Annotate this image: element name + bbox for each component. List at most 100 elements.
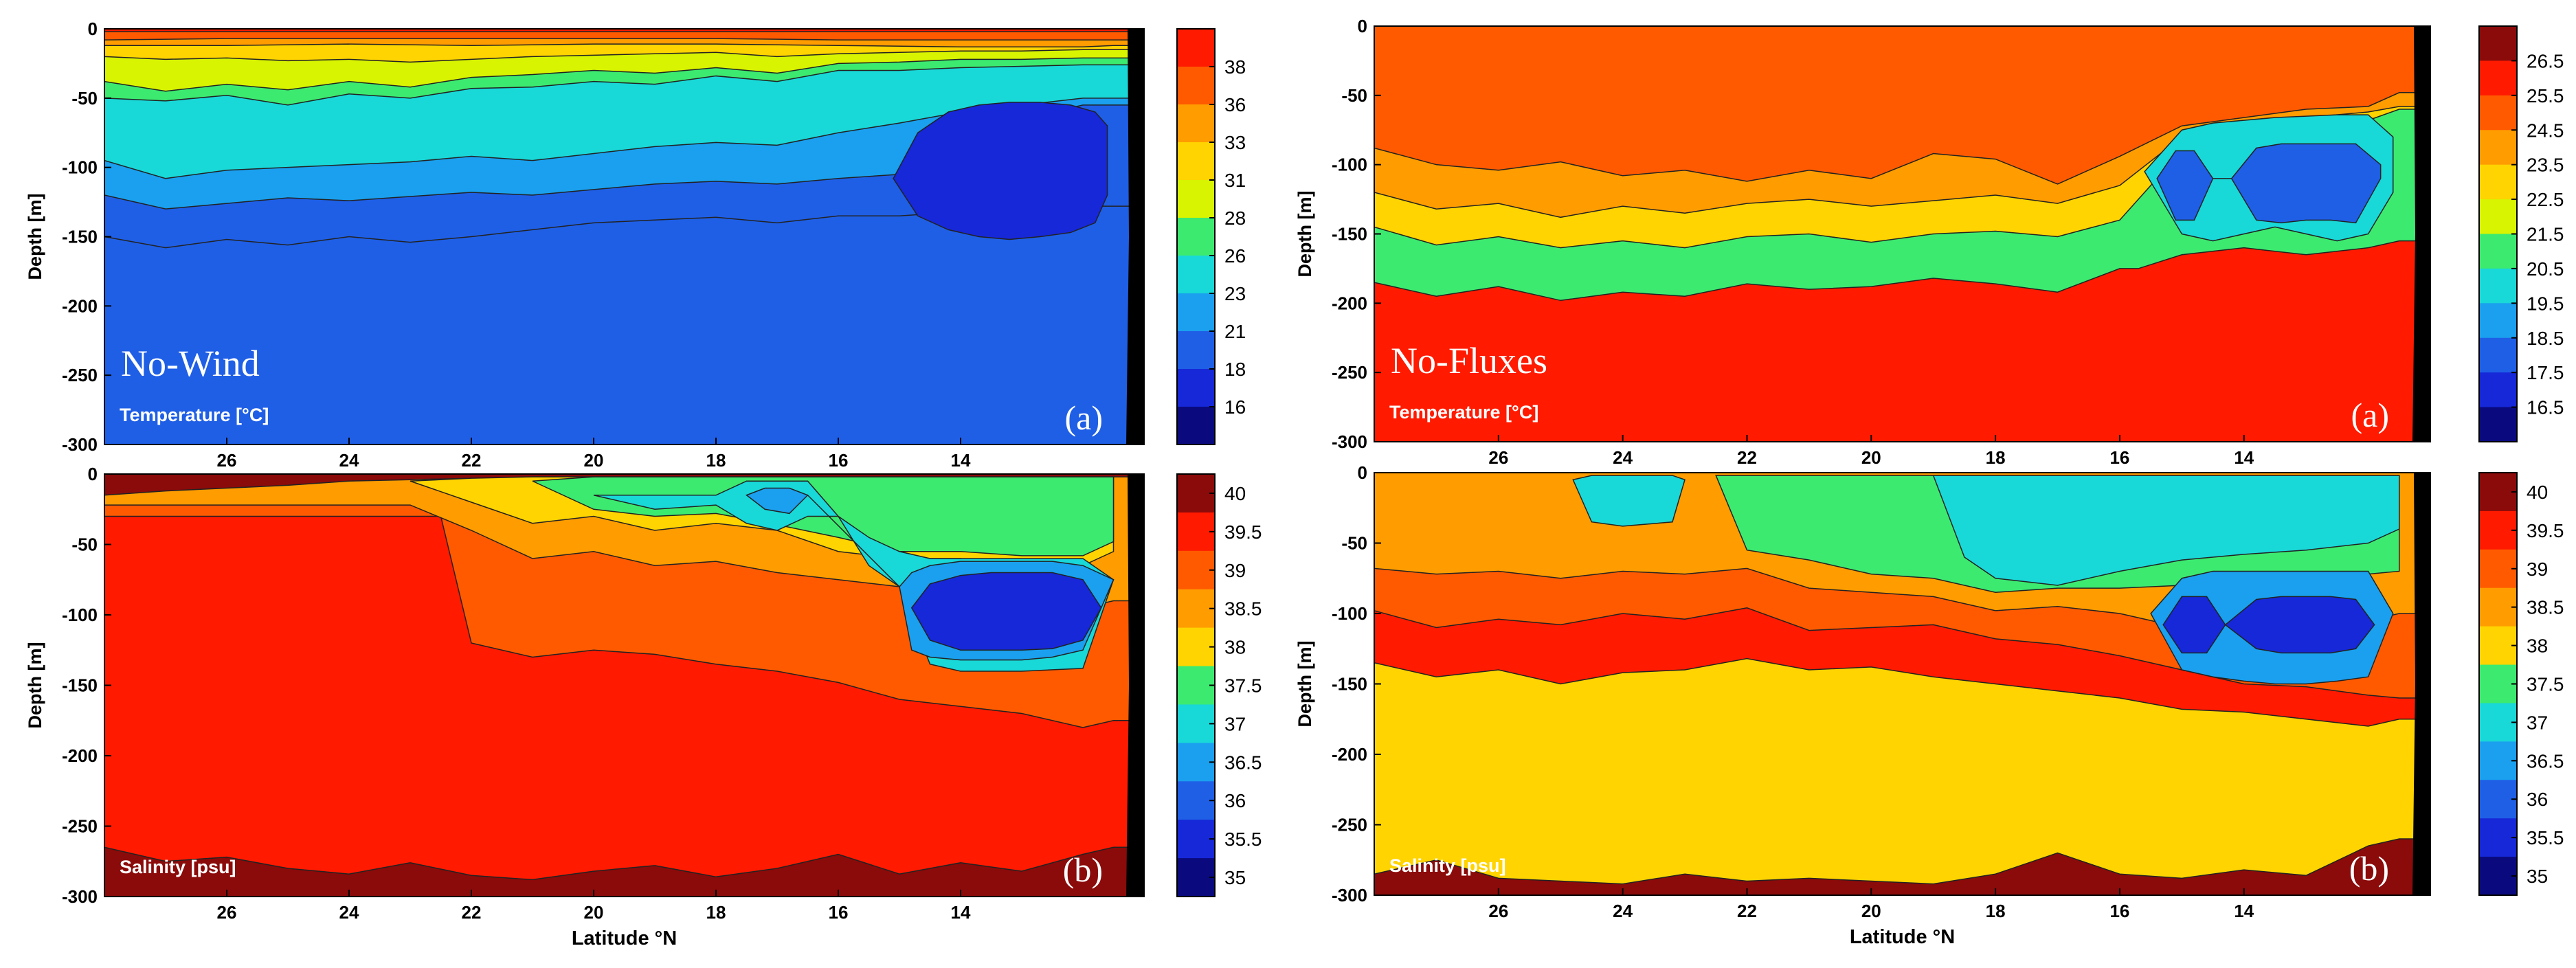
y-tick-label: -100 xyxy=(1332,155,1367,175)
colorbar-label: 39 xyxy=(2527,559,2548,580)
colorbar-swatch xyxy=(1177,256,1215,294)
colorbar-swatch xyxy=(1177,589,1215,629)
colorbar-swatch xyxy=(2479,818,2517,857)
colorbar-label: 36 xyxy=(1224,790,1246,811)
colorbar-label: 35.5 xyxy=(2527,827,2564,848)
colorbar-label: 40 xyxy=(1224,483,1246,504)
colorbar-swatch xyxy=(1177,331,1215,370)
colorbar-swatch xyxy=(1177,666,1215,705)
y-tick-label: -200 xyxy=(62,295,98,316)
colorbar: 38 36 33 31 28 26 23 21 18 16 xyxy=(1176,28,1246,445)
x-tick-label: 20 xyxy=(1861,447,1881,468)
colorbar-swatch xyxy=(1177,858,1215,897)
colorbar-label: 37.5 xyxy=(2527,674,2564,695)
colorbar-swatch xyxy=(2479,473,2517,512)
plot-area xyxy=(1374,26,2430,442)
colorbar-swatch xyxy=(2479,26,2517,61)
colorbar: 26.5 25.5 24.5 23.5 22.5 21.5 20.5 19.5 18.5 17.5… xyxy=(2478,25,2564,442)
colorbar-label: 35.5 xyxy=(1224,829,1262,850)
x-axis-label: Latitude °N xyxy=(1850,926,1955,948)
panel-nofluxes-temp: 0 -50 -100 -150 -200 -250 -300 26 24 22 20 18 16 14 De… xyxy=(1295,16,2564,468)
colorbar-label: 36 xyxy=(2527,789,2548,810)
colorbar-swatch xyxy=(2479,303,2517,339)
y-axis-label: Depth [m] xyxy=(25,642,45,729)
colorbar-swatch xyxy=(2479,95,2517,131)
x-tick-label: 20 xyxy=(584,902,604,923)
colorbar-label: 23.5 xyxy=(2527,155,2564,176)
colorbar-swatch xyxy=(1177,29,1215,67)
x-tick-label: 24 xyxy=(339,902,359,923)
colorbar: 40 39.5 39 38.5 38 37.5 37 36.5 36 35.5 35 xyxy=(2478,472,2564,896)
x-tick-label: 20 xyxy=(1861,901,1881,921)
variable-label: Salinity [psu] xyxy=(120,857,236,877)
contour-band-3 xyxy=(1374,26,2430,185)
x-tick-label: 24 xyxy=(339,450,359,471)
y-tick-label: -50 xyxy=(71,534,98,555)
colorbar-swatch xyxy=(1177,104,1215,143)
panels: 0 -50 -100 -150 -200 -250 -300 26 24 22 20 18 16 14 De… xyxy=(25,16,2564,949)
x-tick-label: 14 xyxy=(951,450,971,471)
colorbar-swatch xyxy=(1177,67,1215,105)
x-tick-label: 24 xyxy=(1613,447,1633,468)
x-tick-label: 18 xyxy=(1986,447,2006,468)
y-axis-label: Depth [m] xyxy=(1295,191,1315,278)
contour-feature-4 xyxy=(910,572,1102,651)
x-tick-label: 16 xyxy=(829,902,849,923)
y-tick-label: 0 xyxy=(88,464,98,484)
colorbar-label: 31 xyxy=(1224,170,1246,191)
panel-nofluxes-salt: 0 -50 -100 -150 -200 -250 -300 26 24 22 20 18 16 14 De… xyxy=(1295,462,2564,948)
y-tick-label: 0 xyxy=(88,19,98,39)
colorbar-swatch xyxy=(2479,199,2517,234)
contour-band-2 xyxy=(104,474,1144,496)
colorbar-swatch xyxy=(2479,549,2517,589)
y-tick-label: -50 xyxy=(1341,533,1367,554)
x-tick-label: 24 xyxy=(1613,901,1633,921)
colorbar-label: 26 xyxy=(1224,245,1246,267)
x-axis-label: Latitude °N xyxy=(572,927,677,949)
y-tick-label: -250 xyxy=(62,816,98,837)
x-tick-label: 16 xyxy=(2109,901,2129,921)
colorbar: 40 39.5 39 38.5 38 37.5 37 36.5 36 35.5 35 xyxy=(1176,473,1262,897)
land-mask xyxy=(2412,26,2430,442)
colorbar-swatch xyxy=(1177,781,1215,820)
colorbar-label: 40 xyxy=(2527,482,2548,503)
colorbar-swatch xyxy=(1177,820,1215,859)
y-tick-label: -100 xyxy=(62,157,98,178)
colorbar-label: 18 xyxy=(1224,359,1246,380)
colorbar-label: 38.5 xyxy=(1224,598,1262,620)
colorbar-swatch xyxy=(2479,626,2517,666)
colorbar-swatch xyxy=(1177,407,1215,445)
contour-feature-2 xyxy=(1932,475,2400,586)
x-tick-label: 22 xyxy=(462,450,482,471)
colorbar-swatch xyxy=(2479,130,2517,166)
variable-label: Salinity [psu] xyxy=(1389,855,1506,876)
colorbar-label: 38 xyxy=(1224,637,1246,658)
y-tick-label: -150 xyxy=(62,227,98,247)
panel-nowind-salt: 0 -50 -100 -150 -200 -250 -300 26 24 22 20 18 16 14 De… xyxy=(25,464,1262,949)
colorbar-swatch xyxy=(1177,142,1215,181)
colorbar-swatch xyxy=(2479,372,2517,408)
y-tick-label: -200 xyxy=(1332,293,1367,313)
contour-feature-1 xyxy=(893,102,1108,240)
colorbar-label: 39.5 xyxy=(2527,520,2564,541)
x-tick-label: 22 xyxy=(1737,447,1757,468)
variable-label: Temperature [°C] xyxy=(120,405,269,425)
colorbar-label: 20.5 xyxy=(2527,258,2564,280)
contour-feature-4 xyxy=(2162,596,2375,654)
colorbar-label: 36.5 xyxy=(2527,750,2564,772)
land-mask xyxy=(2412,473,2430,895)
scenario-label: No-Fluxes xyxy=(1391,340,1547,381)
contour-bottom-band xyxy=(104,846,1144,897)
y-tick-label: -50 xyxy=(1341,85,1367,106)
y-tick-label: -200 xyxy=(1332,744,1367,765)
colorbar-swatch xyxy=(2479,587,2517,627)
colorbar-label: 37 xyxy=(1224,713,1246,734)
colorbar-swatch xyxy=(2479,164,2517,200)
colorbar-label: 25.5 xyxy=(2527,85,2564,106)
colorbar-label: 39.5 xyxy=(1224,521,1262,543)
colorbar-swatch xyxy=(1177,550,1215,590)
y-tick-label: -300 xyxy=(1332,885,1367,905)
colorbar-swatch xyxy=(1177,474,1215,513)
plot-area xyxy=(104,474,1144,897)
colorbar-label: 33 xyxy=(1224,132,1246,153)
